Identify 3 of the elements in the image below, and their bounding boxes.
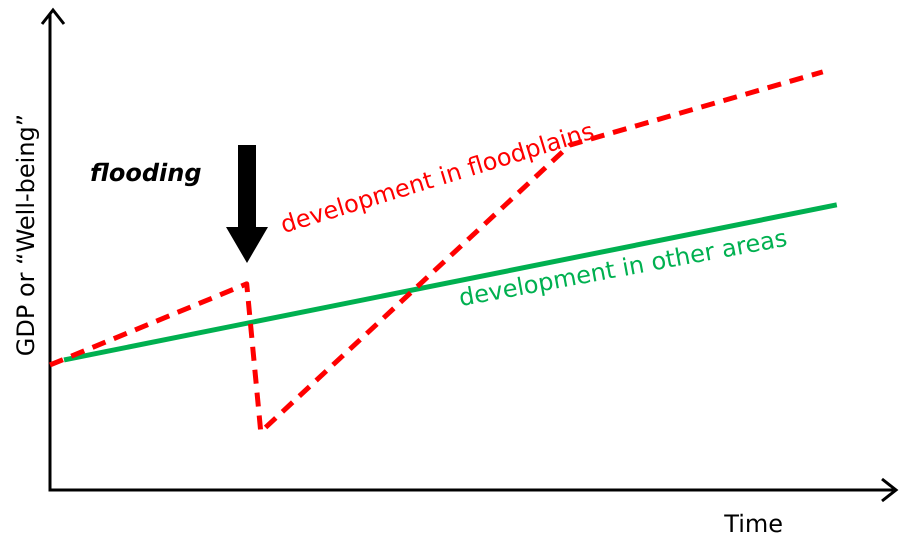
- annotation: flooding: [90, 159, 202, 187]
- x-axis-title: Time: [723, 510, 783, 535]
- y-axis-title: GDP or “Well-being”: [12, 114, 40, 356]
